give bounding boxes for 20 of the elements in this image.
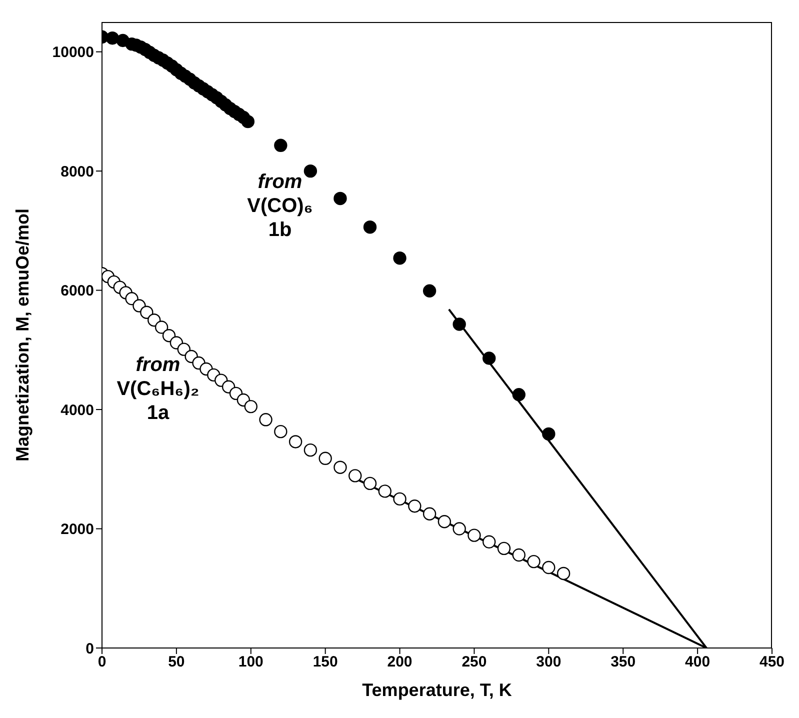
y-axis-title: Magnetization, M, emuOe/mol bbox=[12, 208, 32, 462]
y-tick-label: 6000 bbox=[60, 282, 94, 300]
x-tick-label: 200 bbox=[387, 654, 412, 671]
x-tick-label: 400 bbox=[685, 654, 710, 671]
y-tick-label: 4000 bbox=[60, 402, 94, 419]
x-tick-label: 350 bbox=[610, 654, 636, 671]
x-tick-label: 0 bbox=[98, 654, 106, 671]
y-tick-label: 0 bbox=[86, 640, 94, 658]
y-tick-label: 2000 bbox=[60, 521, 94, 538]
y-tick-label: 8000 bbox=[60, 163, 94, 180]
x-tick-label: 450 bbox=[759, 654, 785, 671]
x-tick-label: 50 bbox=[168, 654, 185, 671]
y-tick-label: 10000 bbox=[52, 44, 94, 62]
x-tick-label: 100 bbox=[238, 654, 264, 671]
x-tick-label: 250 bbox=[462, 654, 487, 671]
x-tick-label: 300 bbox=[536, 654, 562, 671]
series-label: from V(C₆H₆)₂ 1a bbox=[116, 353, 200, 425]
x-axis-title: Temperature, T, K bbox=[362, 680, 512, 700]
x-tick-label: 150 bbox=[312, 654, 338, 671]
series-label: from V(CO)₆ 1b bbox=[247, 170, 313, 242]
